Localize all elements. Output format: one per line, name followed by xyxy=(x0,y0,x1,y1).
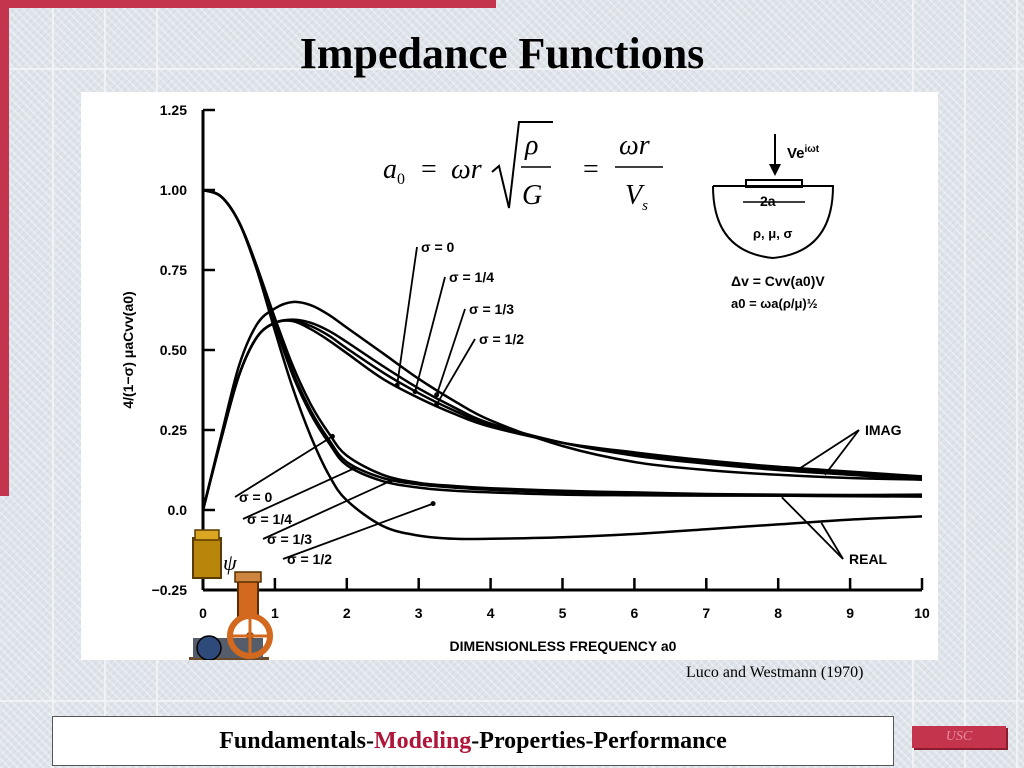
annotation-imag-3: σ = 1/2 xyxy=(479,331,524,347)
top-accent-bar xyxy=(0,0,496,8)
formula-omega-r: ωr xyxy=(451,154,482,185)
y-tick-label: 1.25 xyxy=(160,102,187,118)
impedance-chart: 1.25 1.00 0.75 0.50 0.25 0.0 −0.25 0 1 2 3 4 5 6 7 8 9 10… xyxy=(120,102,930,660)
formula-a0: a0 xyxy=(383,154,405,188)
inset-equation-1: Δv = Cvv(a0)V xyxy=(731,273,825,289)
page-title: Impedance Functions xyxy=(299,29,705,78)
x-tick-label: 8 xyxy=(774,605,782,621)
x-tick-label: 7 xyxy=(702,605,710,621)
x-tick-label: 4 xyxy=(487,605,495,621)
inset-material-label: ρ, μ, σ xyxy=(753,226,792,241)
y-tick-label: 0.50 xyxy=(160,342,187,358)
left-accent-bar xyxy=(0,0,9,496)
svg-text:=: = xyxy=(421,154,437,185)
real-group-label: REAL xyxy=(849,551,888,567)
formula-G: G xyxy=(522,180,542,211)
annotation-imag-2-arrowhead xyxy=(434,392,440,398)
annotation-real-3: σ = 1/2 xyxy=(287,551,332,567)
inset-load-label: Veiωt xyxy=(787,144,820,162)
annotation-real-0-arrowhead xyxy=(329,433,335,439)
annotation-imag-0-arrowhead xyxy=(394,382,400,388)
annotation-real-1-arrowhead xyxy=(351,465,357,471)
annotation-imag-1: σ = 1/4 xyxy=(449,269,494,285)
annotation-imag-1-arrowhead xyxy=(412,389,418,395)
annotation-imag-1-leader xyxy=(414,276,446,392)
formula-Vs: Vs xyxy=(625,180,648,214)
x-tick-label: 9 xyxy=(846,605,854,621)
annotation-real-1-leader xyxy=(242,467,355,520)
x-tick-label: 2 xyxy=(343,605,351,621)
y-tick-label: −0.25 xyxy=(152,582,188,598)
series-line-real xyxy=(202,188,923,541)
citation: Luco and Westmann (1970) xyxy=(686,664,864,681)
formula-omega-r-2: ωr xyxy=(619,130,650,161)
y-tick-label: 1.00 xyxy=(160,182,187,198)
psi-symbol: ψ xyxy=(223,550,237,575)
real-leader-2 xyxy=(820,522,844,560)
y-tick-label: 0.0 xyxy=(168,502,188,518)
annotation-real-3-leader xyxy=(282,502,434,560)
footer-banner: Fundamentals- Modeling -Properties-Perform… xyxy=(52,716,894,766)
x-tick-label: 6 xyxy=(631,605,639,621)
annotation-imag-0-leader xyxy=(396,246,418,386)
annotation-real-2: σ = 1/3 xyxy=(267,531,312,547)
x-tick-label: 0 xyxy=(199,605,207,621)
inset-equation-2: a0 = ωa(ρ/μ)½ xyxy=(731,296,818,311)
x-tick-label: 3 xyxy=(415,605,423,621)
usc-logo[interactable]: USC xyxy=(912,726,1006,748)
x-tick-label: 5 xyxy=(559,605,567,621)
machine-clipart xyxy=(189,529,273,660)
annotation-real-3-arrowhead xyxy=(430,501,436,507)
real-leader-1 xyxy=(781,496,844,560)
frequency-formula: a0 = ωr ρ G = ωr Vs xyxy=(383,121,663,214)
y-axis-label: 4/(1−σ) μaCvv(a0) xyxy=(120,291,136,408)
annotation-imag-0: σ = 0 xyxy=(421,239,455,255)
footer-part-3: -Properties-Performance xyxy=(471,727,727,754)
y-tick-label: 0.25 xyxy=(160,422,187,438)
series-line-imag xyxy=(201,300,923,511)
x-axis-label: DIMENSIONLESS FREQUENCY a0 xyxy=(450,638,677,654)
svg-text:=: = xyxy=(583,154,599,185)
footer-part-2: Modeling xyxy=(373,727,472,754)
chart-figure: 1.25 1.00 0.75 0.50 0.25 0.0 −0.25 0 1 2 3 4 5 6 7 8 9 10… xyxy=(81,92,938,660)
formula-rho: ρ xyxy=(524,130,538,161)
annotation-imag-3-leader xyxy=(435,338,476,405)
imag-leader-1 xyxy=(799,429,860,470)
annotation-real-1: σ = 1/4 xyxy=(247,511,292,527)
annotation-real-0: σ = 0 xyxy=(239,489,273,505)
annotation-imag-2: σ = 1/3 xyxy=(469,301,514,317)
annotation-imag-3-arrowhead xyxy=(434,401,440,407)
x-tick-label: 1 xyxy=(271,605,279,621)
inset-width-label: 2a xyxy=(760,193,776,209)
series-line-imag xyxy=(201,318,923,511)
imag-group-label: IMAG xyxy=(865,422,902,438)
x-tick-label: 10 xyxy=(914,605,930,621)
annotation-real-2-arrowhead xyxy=(387,478,393,484)
annotation-real-2-leader xyxy=(262,480,391,540)
annotation-real-0-leader xyxy=(234,435,333,498)
annotation-imag-2-leader xyxy=(435,308,466,396)
inset-diagram: Veiωt 2a ρ, μ, σ Δv = Cvv(a0)V a0 = ωa(ρ… xyxy=(712,134,835,311)
imag-leader-2 xyxy=(824,429,860,476)
footer-part-1: Fundamentals- xyxy=(219,727,374,754)
y-tick-label: 0.75 xyxy=(160,262,187,278)
